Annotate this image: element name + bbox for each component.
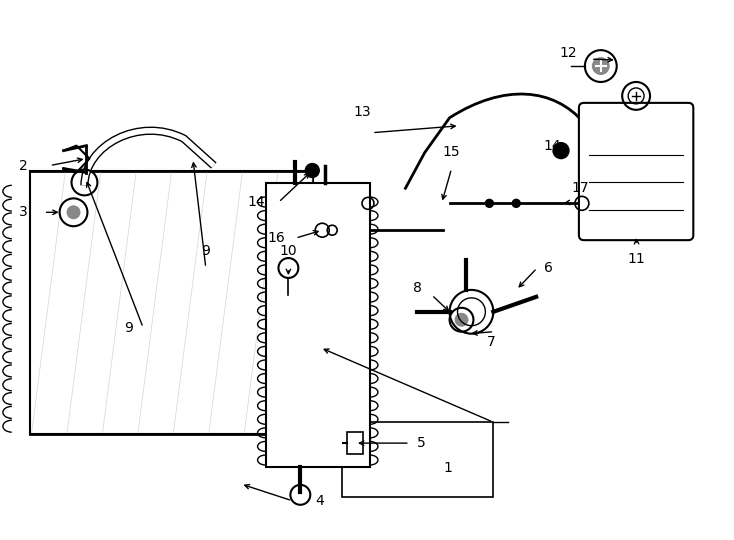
- Text: 7: 7: [487, 335, 495, 349]
- Text: 3: 3: [19, 205, 28, 219]
- Circle shape: [512, 199, 520, 207]
- Text: 12: 12: [559, 46, 577, 60]
- Text: 4: 4: [316, 494, 324, 508]
- Text: 9: 9: [124, 321, 133, 335]
- Circle shape: [454, 313, 468, 327]
- Text: 15: 15: [443, 145, 460, 159]
- Text: 14: 14: [543, 139, 561, 153]
- Text: 14: 14: [248, 195, 266, 210]
- Text: 16: 16: [268, 231, 286, 245]
- Bar: [347, 432, 363, 454]
- Text: 17: 17: [571, 181, 589, 195]
- Bar: [266, 184, 370, 467]
- Bar: [30, 171, 313, 434]
- Circle shape: [67, 205, 81, 219]
- Text: 6: 6: [544, 261, 553, 275]
- FancyBboxPatch shape: [579, 103, 694, 240]
- Text: 9: 9: [201, 244, 210, 258]
- Text: 2: 2: [19, 159, 28, 173]
- Circle shape: [485, 199, 493, 207]
- Circle shape: [305, 164, 319, 178]
- Text: 11: 11: [628, 252, 645, 266]
- Text: 5: 5: [417, 436, 426, 450]
- Text: 10: 10: [280, 244, 297, 258]
- Circle shape: [553, 143, 569, 159]
- Text: 13: 13: [353, 105, 371, 119]
- Text: 8: 8: [413, 281, 422, 295]
- Circle shape: [592, 57, 610, 75]
- Text: 1: 1: [443, 462, 452, 476]
- Bar: [342, 422, 493, 497]
